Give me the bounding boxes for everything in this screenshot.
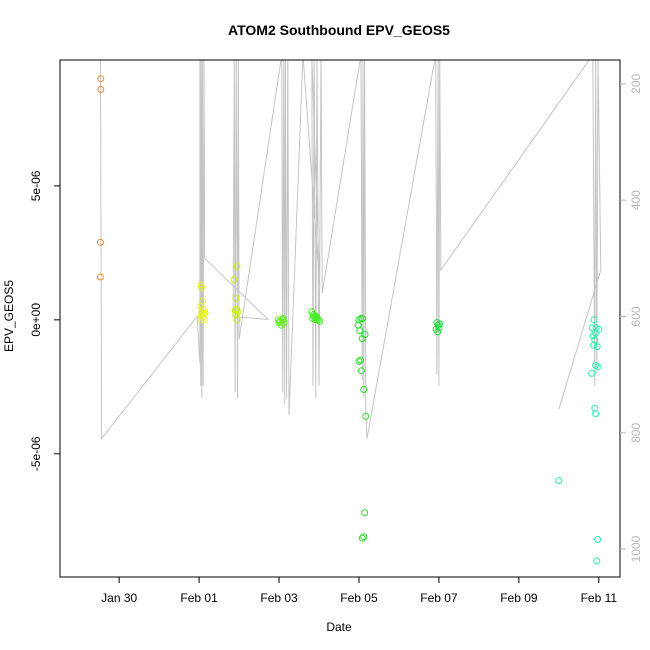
data-point <box>275 319 283 326</box>
data-point <box>233 316 241 324</box>
chart-title: ATOM2 Southbound EPV_GEOS5 <box>228 22 450 38</box>
data-point <box>316 317 324 325</box>
axes-layer: Jan 30 Feb 01 Feb 03 Feb 05 Feb 07 Feb 09 Feb … <box>29 59 643 605</box>
x-axis-label: Date <box>326 620 352 634</box>
y-axis-label: EPV_GEOS5 <box>2 280 16 352</box>
pressure-trace-layer <box>99 60 602 441</box>
data-point <box>97 86 105 93</box>
data-point <box>435 324 443 332</box>
data-point <box>360 533 368 541</box>
data-point <box>592 410 600 418</box>
data-point <box>230 276 238 284</box>
data-point <box>355 316 363 324</box>
data-point <box>200 316 208 324</box>
data-point <box>590 341 598 349</box>
data-point <box>355 357 363 365</box>
y2-tick-label: 400 <box>629 190 643 210</box>
data-point <box>362 412 370 420</box>
data-point <box>357 356 365 364</box>
data-point <box>593 343 601 351</box>
data-point <box>594 363 602 371</box>
data-point <box>197 316 205 324</box>
data-point <box>197 281 205 289</box>
x-tick-label: Feb 03 <box>260 591 298 605</box>
x-tick-label: Feb 01 <box>180 591 218 605</box>
data-point <box>592 329 600 337</box>
data-point <box>233 262 241 270</box>
data-point <box>232 294 240 302</box>
y-tick-label: 0e+00 <box>29 303 43 337</box>
data-point <box>357 367 365 375</box>
data-point <box>588 324 596 332</box>
data-point <box>593 557 601 565</box>
y2-tick-label: 800 <box>629 422 643 442</box>
data-point <box>96 273 104 281</box>
y-tick-label: -5e-06 <box>29 436 43 471</box>
pressure-trace-line <box>99 60 602 441</box>
x-tick-label: Feb 07 <box>420 591 458 605</box>
data-point <box>436 320 444 328</box>
data-point <box>96 238 104 246</box>
plot-frame <box>59 59 621 578</box>
data-point <box>232 311 240 318</box>
data-point <box>434 328 442 336</box>
y2-tick-label: 600 <box>629 306 643 326</box>
x-tick-label: Feb 11 <box>581 591 618 605</box>
x-tick-label: Feb 09 <box>500 591 538 605</box>
data-point <box>279 315 287 322</box>
data-point <box>555 477 563 485</box>
data-point <box>358 534 366 542</box>
data-point <box>594 536 602 543</box>
data-point <box>356 327 364 335</box>
data-point <box>359 315 367 322</box>
data-point <box>361 331 369 339</box>
x-tick-label: Jan 30 <box>101 591 137 605</box>
y2-tick-label: 1000 <box>629 535 643 562</box>
y2-tick-label: 200 <box>629 74 643 94</box>
data-point <box>361 509 369 517</box>
data-point <box>590 316 598 324</box>
data-points-layer <box>96 75 603 565</box>
y-tick-label: 5e-06 <box>29 170 43 201</box>
data-point <box>198 308 206 316</box>
data-point <box>310 313 318 321</box>
x-tick-label: Feb 05 <box>340 591 378 605</box>
data-point <box>97 75 105 83</box>
data-point <box>198 284 205 292</box>
data-point <box>588 369 596 377</box>
data-point <box>591 404 599 412</box>
data-point <box>360 386 368 393</box>
